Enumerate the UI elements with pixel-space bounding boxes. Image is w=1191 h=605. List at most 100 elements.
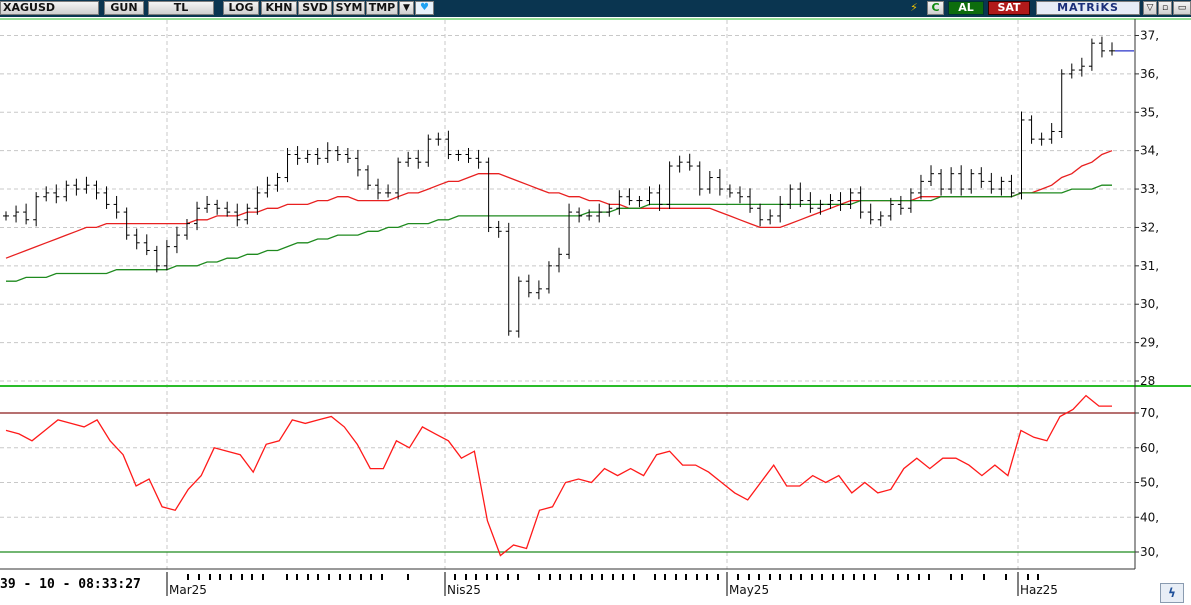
brand-logo: MATRiKS	[1036, 1, 1140, 15]
price-bar	[254, 186, 261, 215]
price-bar	[274, 172, 281, 192]
price-bar	[626, 188, 633, 206]
x-month-label: Nis25	[447, 583, 481, 597]
price-bar	[656, 184, 663, 211]
price-bar	[948, 167, 955, 194]
price-bar	[324, 142, 331, 163]
symbol-selector[interactable]: XAGUSD	[0, 1, 99, 15]
price-bar	[978, 167, 985, 188]
price-bar	[928, 165, 935, 186]
price-bar	[163, 240, 170, 271]
period-button[interactable]: GUN	[104, 1, 144, 15]
currency-button[interactable]: TL	[148, 1, 214, 15]
price-bar	[837, 192, 844, 211]
price-bar	[938, 169, 945, 196]
y-tick-label: 35,	[1140, 105, 1159, 119]
price-bar	[73, 178, 80, 196]
price-bar	[425, 134, 432, 167]
rsi-tick-label: 30,	[1140, 545, 1159, 559]
grid	[0, 20, 1135, 569]
log-button[interactable]: LOG	[223, 1, 259, 15]
price-bar	[385, 184, 392, 198]
price-bar	[747, 188, 754, 213]
rsi-tick-label: 70,	[1140, 406, 1159, 420]
price-bar	[83, 176, 90, 194]
price-bar	[797, 182, 804, 208]
price-bar	[666, 161, 673, 210]
price-bar	[676, 155, 683, 173]
minimize-icon[interactable]: ▽	[1143, 1, 1157, 15]
y-tick-label: 29,	[1140, 336, 1159, 350]
price-bar	[465, 147, 472, 163]
y-tick-label: 28	[1140, 374, 1155, 388]
svd-button[interactable]: SVD	[298, 1, 332, 15]
price-bar	[545, 261, 552, 294]
price-bar	[13, 205, 20, 223]
sym-button[interactable]: SYM	[333, 1, 365, 15]
price-bar	[344, 147, 351, 163]
price-bar	[566, 203, 573, 259]
price-bar	[234, 203, 241, 227]
price-bar	[33, 192, 40, 227]
refresh-icon[interactable]: C	[927, 1, 944, 15]
price-bar	[736, 186, 743, 204]
price-bar	[636, 195, 643, 208]
price-bar	[395, 157, 402, 200]
price-bar	[606, 203, 613, 217]
price-bar	[998, 176, 1005, 196]
price-bar	[847, 188, 854, 210]
price-bar	[807, 192, 814, 213]
price-bar	[1058, 69, 1065, 138]
price-bar	[958, 165, 965, 196]
price-bar	[264, 176, 271, 198]
price-bar	[988, 172, 995, 194]
price-bar	[515, 276, 522, 338]
y-tick-label: 34,	[1140, 144, 1159, 158]
price-bar	[535, 280, 542, 300]
price-bar	[435, 132, 442, 146]
sell-button[interactable]: SAT	[988, 1, 1030, 15]
price-bar	[917, 174, 924, 200]
twitter-bird-icon[interactable]: ♥	[415, 1, 434, 15]
price-bar	[696, 161, 703, 196]
price-bar	[596, 203, 603, 223]
price-bar	[586, 209, 593, 221]
price-bar	[556, 247, 562, 273]
rsi-tick-label: 40,	[1140, 510, 1159, 524]
price-bar	[1048, 123, 1055, 144]
price-bar	[153, 245, 160, 273]
ma-long-line	[6, 184, 1112, 282]
price-bar	[53, 184, 60, 204]
lightning-icon[interactable]: ⚡	[906, 1, 922, 15]
price-bar	[485, 157, 492, 233]
price-bar	[1088, 38, 1095, 71]
price-bar	[1068, 63, 1075, 79]
rsi-tick-label: 50,	[1140, 476, 1159, 490]
y-tick-label: 37,	[1140, 29, 1159, 43]
price-bar	[183, 218, 190, 240]
tmp-button[interactable]: TMP	[366, 1, 398, 15]
y-tick-label: 32,	[1140, 220, 1159, 234]
restore-icon[interactable]: ▫	[1158, 1, 1172, 15]
price-bar	[525, 274, 532, 298]
price-bar	[405, 151, 412, 167]
price-bar	[817, 199, 824, 215]
price-bar	[616, 190, 623, 215]
price-bar	[93, 180, 100, 200]
price-bar	[63, 180, 70, 202]
price-bar	[415, 149, 422, 169]
price-bar	[716, 169, 723, 196]
y-tick-label: 30,	[1140, 297, 1159, 311]
buy-button[interactable]: AL	[948, 1, 984, 15]
price-bar	[304, 149, 311, 163]
triangle-down-icon[interactable]: ▼	[399, 1, 414, 15]
price-bar	[857, 186, 864, 219]
price-bar	[294, 146, 301, 165]
price-bar	[968, 169, 975, 194]
price-bar	[43, 186, 50, 202]
timestamp: 39 - 10 - 08:33:27	[0, 575, 165, 594]
khn-button[interactable]: KHN	[261, 1, 297, 15]
swirl-icon[interactable]: ϟ	[1160, 583, 1184, 603]
price-bar	[646, 186, 653, 206]
